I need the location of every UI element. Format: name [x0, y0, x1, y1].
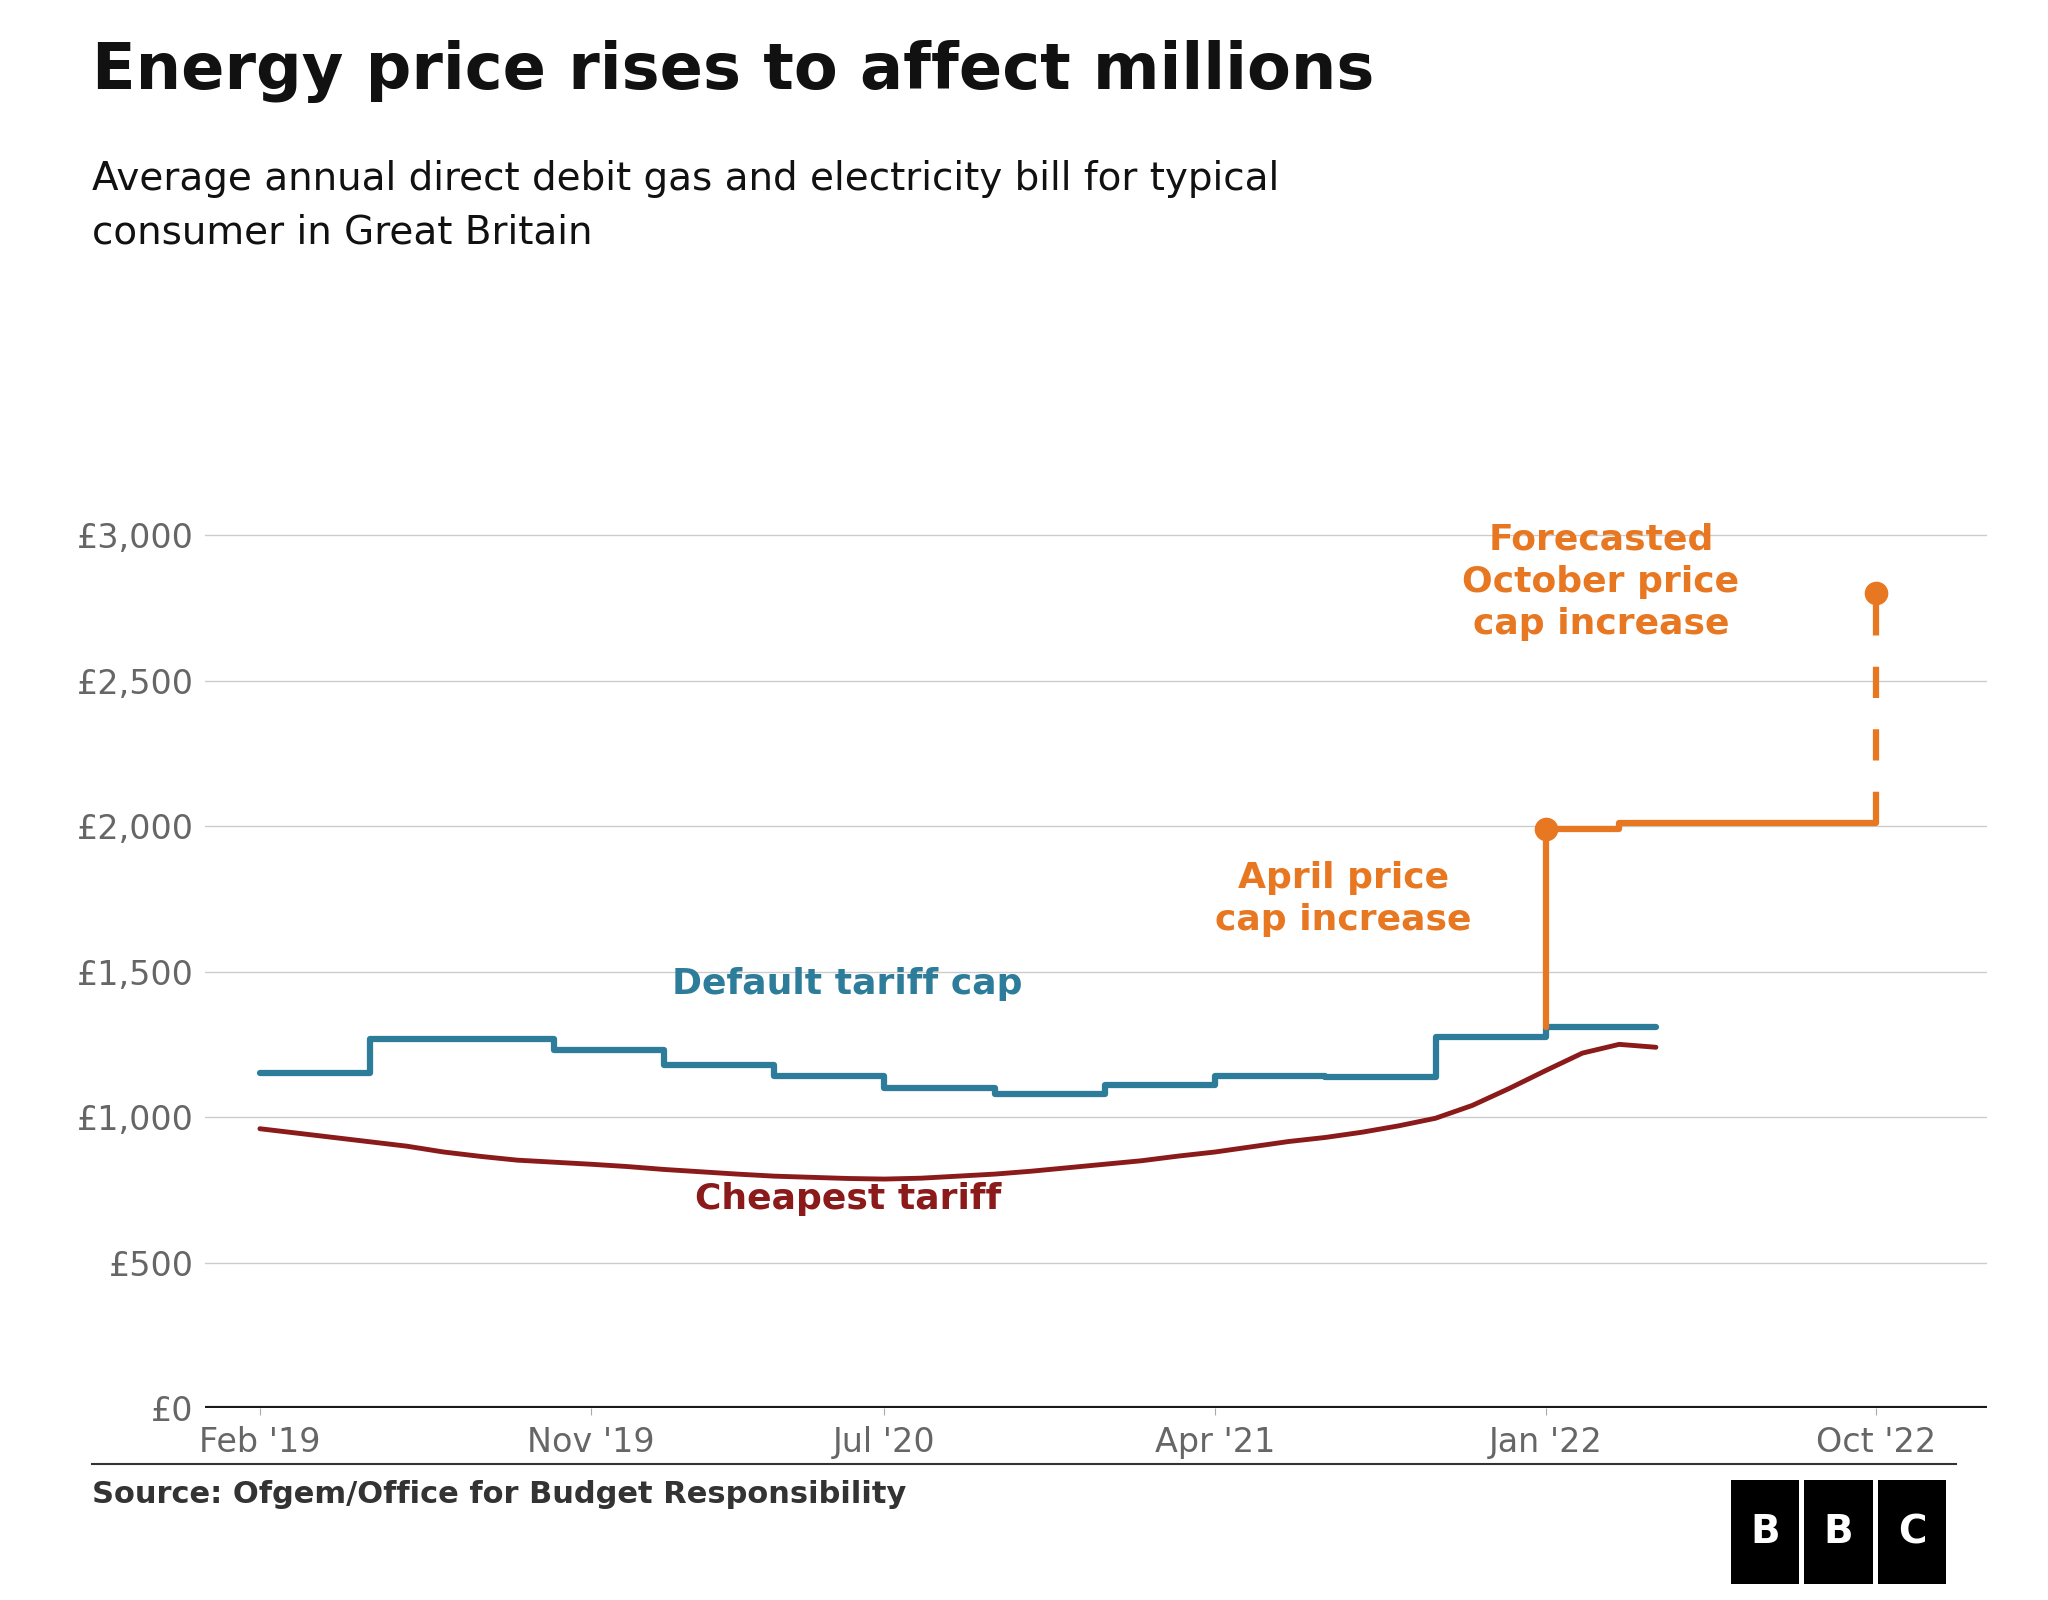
Text: April price
cap increase: April price cap increase [1214, 861, 1473, 938]
Bar [1731, 1480, 1798, 1584]
Bar [1804, 1480, 1872, 1584]
Text: Energy price rises to affect millions: Energy price rises to affect millions [92, 40, 1374, 102]
Text: B: B [1823, 1514, 1853, 1550]
Text: B: B [1749, 1514, 1780, 1550]
Text: Default tariff cap: Default tariff cap [672, 966, 1022, 1000]
Text: C: C [1898, 1514, 1927, 1550]
Bar [1878, 1480, 1946, 1584]
Text: Forecasted
October price
cap increase: Forecasted October price cap increase [1462, 523, 1739, 642]
Text: Average annual direct debit gas and electricity bill for typical
consumer in Gre: Average annual direct debit gas and elec… [92, 160, 1280, 251]
Text: Source: Ofgem/Office for Budget Responsibility: Source: Ofgem/Office for Budget Responsi… [92, 1480, 907, 1509]
Text: Cheapest tariff: Cheapest tariff [694, 1182, 1001, 1216]
